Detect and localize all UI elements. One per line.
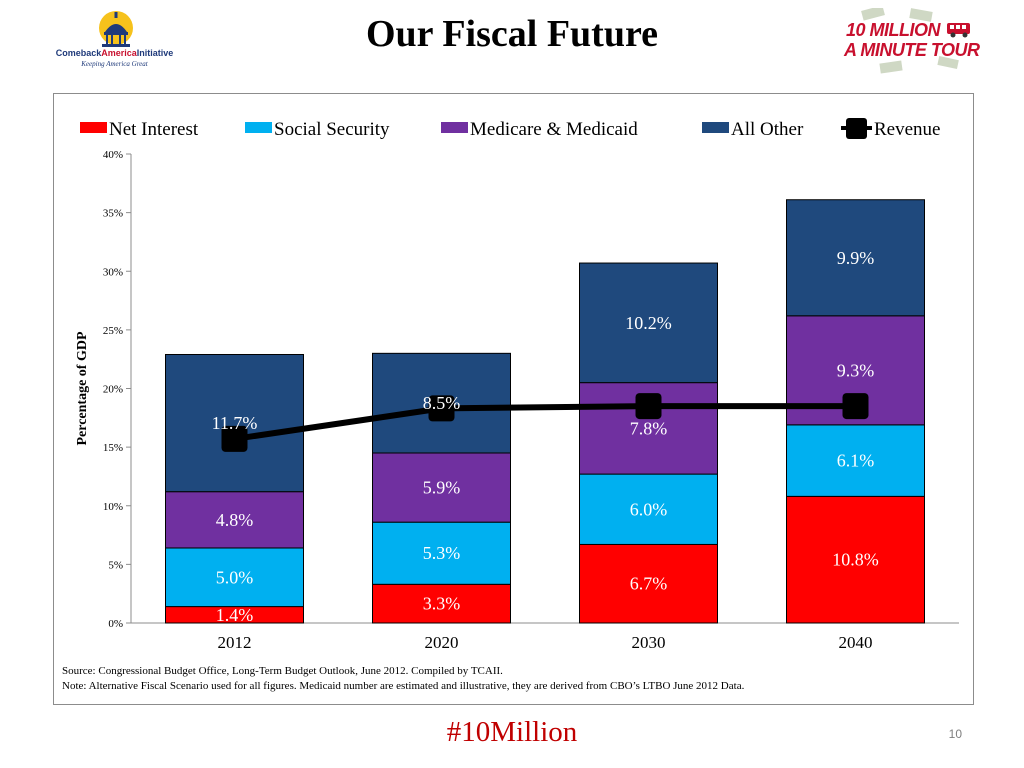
data-label: 11.7%	[212, 413, 258, 433]
logo-line-1: 10 MILLION	[846, 20, 941, 40]
x-tick-label: 2012	[218, 633, 252, 652]
x-tick-label: 2020	[425, 633, 459, 652]
legend-label: Social Security	[274, 119, 390, 140]
bar-segment	[786, 199, 925, 317]
data-label: 10.8%	[832, 550, 879, 570]
y-tick-label: 20%	[103, 384, 123, 396]
y-tick-label: 35%	[103, 208, 123, 220]
stacked-bar-chart: Net Interest Social Security Medicare & Me…	[75, 118, 959, 652]
methodology-note: Note: Alternative Fiscal Scenario used f…	[62, 680, 745, 692]
y-tick-label: 5%	[108, 559, 123, 571]
legend-marker-swatch	[846, 118, 867, 139]
logo-brand-name: ComebackAmericaInitiative	[55, 48, 174, 58]
bar-segment	[786, 495, 925, 624]
bar-segment	[165, 491, 304, 549]
revenue-point	[428, 395, 455, 422]
bar-segment	[165, 547, 304, 608]
data-label: 6.0%	[630, 499, 668, 519]
bus-icon	[947, 23, 970, 38]
bar-segment	[372, 452, 511, 523]
legend-label: Revenue	[874, 119, 940, 140]
bar-segment	[372, 583, 511, 624]
revenue-line	[234, 403, 856, 442]
x-tick-label: 2040	[839, 633, 873, 652]
bar-segment	[786, 424, 925, 497]
legend-label: Net Interest	[109, 119, 199, 140]
revenue-point	[842, 393, 869, 420]
bar-segment	[165, 353, 304, 493]
page-number: 10	[948, 727, 962, 741]
data-label: 10.2%	[625, 313, 672, 333]
x-tick-label: 2030	[632, 633, 666, 652]
data-label: 6.7%	[630, 574, 668, 594]
legend-label: All Other	[731, 119, 804, 140]
data-label: 8.5%	[423, 393, 461, 413]
legend-label: Medicare & Medicaid	[470, 119, 638, 140]
chart-panel: Net Interest Social Security Medicare & Me…	[53, 93, 974, 705]
data-label: 1.4%	[216, 605, 254, 625]
bar-segment	[579, 543, 718, 624]
ten-million-tour-logo: 10 MILLION A MINUTE TOUR	[840, 8, 980, 76]
legend-swatch	[702, 122, 729, 133]
y-tick-label: 10%	[103, 501, 123, 513]
legend-swatch	[441, 122, 468, 133]
data-label: 9.3%	[837, 360, 875, 380]
data-label: 4.8%	[216, 510, 254, 530]
logo-tagline: Keeping America Great	[81, 60, 148, 68]
data-label: 9.9%	[837, 248, 875, 268]
data-label: 3.3%	[423, 594, 461, 614]
hashtag: #10Million	[446, 716, 578, 748]
data-label: 7.8%	[630, 418, 668, 438]
bar-segment	[579, 262, 718, 384]
data-label: 5.0%	[216, 567, 254, 587]
data-label: 6.1%	[837, 451, 875, 471]
legend-swatch	[80, 122, 107, 133]
data-label: 5.9%	[423, 478, 461, 498]
money-bills-icon	[861, 8, 959, 74]
revenue-point	[635, 393, 662, 420]
y-tick-label: 30%	[103, 266, 123, 278]
source-note: Source: Congressional Budget Office, Lon…	[62, 665, 503, 677]
data-label: 5.3%	[423, 543, 461, 563]
y-tick-label: 15%	[103, 442, 123, 454]
y-tick-label: 40%	[103, 149, 123, 161]
bar-segment	[579, 473, 718, 545]
y-tick-label: 0%	[108, 618, 123, 630]
capitol-dome-icon	[99, 11, 133, 47]
bar-segment	[372, 521, 511, 585]
revenue-point	[221, 425, 248, 452]
logo-line-2: A MINUTE TOUR	[844, 40, 980, 60]
y-axis-title: Percentage of GDP	[75, 331, 90, 445]
y-tick-label: 25%	[103, 325, 123, 337]
slide-title: Our Fiscal Future	[365, 13, 659, 55]
comeback-america-logo: ComebackAmericaInitiative Keeping Americ…	[52, 10, 177, 72]
legend-swatch	[245, 122, 272, 133]
